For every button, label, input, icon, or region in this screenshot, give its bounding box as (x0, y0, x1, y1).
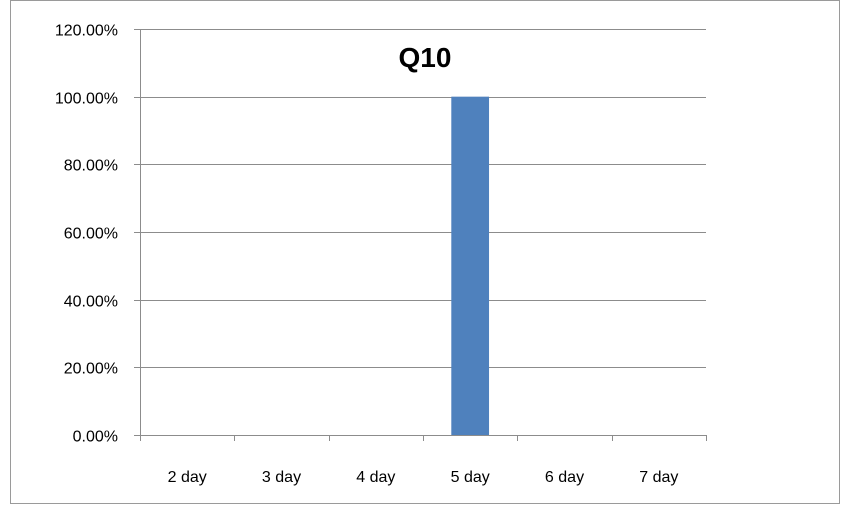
x-tick-label: 5 day (451, 469, 490, 486)
x-tick-label: 6 day (545, 469, 584, 486)
y-tick-label: 60.00% (64, 226, 118, 243)
bar (451, 96, 490, 436)
y-tick-label: 0.00% (73, 429, 118, 446)
x-tick-label: 3 day (262, 469, 301, 486)
y-tick-label: 120.00% (55, 23, 118, 40)
bars (451, 96, 490, 436)
y-tick-label: 100.00% (55, 91, 118, 108)
axes: 0.00% 20.00% 40.00% 60.00% 80.00% 100.00% 120.… (55, 23, 707, 486)
chart-title: Q10 (399, 42, 452, 73)
y-tick-label: 20.00% (64, 361, 118, 378)
x-tick-label: 4 day (356, 469, 395, 486)
y-tick-label: 80.00% (64, 158, 118, 175)
gridlines (140, 29, 706, 436)
chart-border (10, 0, 840, 504)
y-tick-label: 40.00% (64, 294, 118, 311)
x-tick-label: 2 day (168, 469, 207, 486)
x-tick-label: 7 day (639, 469, 678, 486)
